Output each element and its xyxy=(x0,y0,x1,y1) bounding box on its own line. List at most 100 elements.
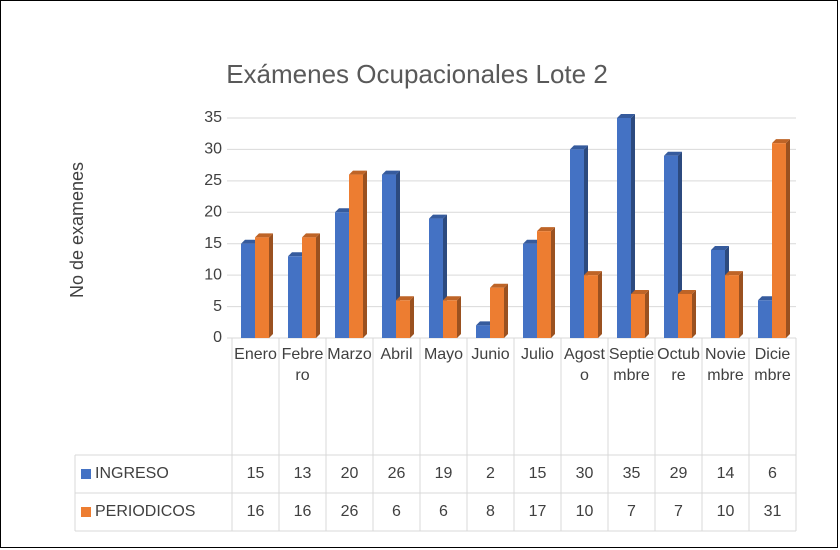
table-value: 10 xyxy=(717,503,735,520)
x-tick-label: Julio xyxy=(521,346,554,363)
y-tick-label: 25 xyxy=(204,172,222,189)
bar-top xyxy=(570,145,588,150)
bar-side xyxy=(631,114,635,338)
table-value: 6 xyxy=(392,503,401,520)
bar-top xyxy=(429,214,447,219)
table-value: 31 xyxy=(764,503,782,520)
x-tick-label: Marzo xyxy=(327,346,372,363)
bar-side xyxy=(363,170,367,338)
bar xyxy=(382,174,396,338)
bar xyxy=(241,243,255,338)
y-tick-label: 35 xyxy=(204,109,222,126)
table-value: 7 xyxy=(674,503,683,520)
bar-side xyxy=(692,290,696,338)
y-axis-label: No de examenes xyxy=(67,162,87,298)
bar-top xyxy=(631,290,649,294)
bar-top xyxy=(537,227,555,232)
x-tick-label: Diciembre xyxy=(754,346,791,384)
bar-top xyxy=(335,208,353,213)
bar-top xyxy=(302,233,320,238)
x-tick-label-box: Marzo xyxy=(327,346,372,363)
bar xyxy=(443,300,457,338)
table-value: 10 xyxy=(576,503,594,520)
table-value: 15 xyxy=(529,465,547,482)
x-tick-label-box: Octubre xyxy=(657,346,700,384)
x-tick-label-box: Junio xyxy=(471,346,510,363)
table-value: 13 xyxy=(294,465,312,482)
bar xyxy=(349,174,363,338)
bar-side xyxy=(504,283,508,338)
x-tick-label: Mayo xyxy=(423,346,464,363)
table-value: 6 xyxy=(768,465,777,482)
y-tick-label: 30 xyxy=(204,141,222,158)
bar xyxy=(678,294,692,338)
x-tick-label-box: Noviembre xyxy=(705,346,746,384)
bar-top xyxy=(664,151,682,156)
bar-top xyxy=(349,170,367,175)
y-tick-label: 10 xyxy=(204,266,222,283)
table-value: 20 xyxy=(341,465,359,482)
bar xyxy=(288,256,302,338)
bar-side xyxy=(739,271,743,338)
bar xyxy=(396,300,410,338)
bar xyxy=(664,155,678,338)
y-tick-label: 15 xyxy=(204,235,222,252)
bar-top xyxy=(288,252,306,257)
bar-top xyxy=(725,271,743,276)
bar xyxy=(255,237,269,338)
bar xyxy=(537,231,551,338)
table-value: 2 xyxy=(486,465,495,482)
x-tick-label-box: Febrero xyxy=(281,346,324,384)
y-tick-label: 5 xyxy=(213,298,222,315)
x-tick-label-box: Abril xyxy=(380,346,413,363)
bar-side xyxy=(457,296,461,338)
table-value: 16 xyxy=(247,503,265,520)
x-tick-label: Enero xyxy=(234,346,277,363)
table-value: 30 xyxy=(576,465,594,482)
y-tick-label: 0 xyxy=(213,329,222,346)
bar xyxy=(772,143,786,338)
bar-top xyxy=(617,114,635,118)
x-tick-label: Agosto xyxy=(564,346,605,384)
x-tick-label: Octubre xyxy=(657,346,700,384)
table-value: 19 xyxy=(435,465,453,482)
bar-top xyxy=(523,239,541,244)
table-value: 14 xyxy=(717,465,735,482)
bar xyxy=(302,237,316,338)
bar xyxy=(523,243,537,338)
x-tick-label-box: Diciembre xyxy=(754,346,791,384)
bar-top xyxy=(711,246,729,250)
bar-top xyxy=(758,296,776,301)
bar-side xyxy=(410,296,414,338)
x-tick-label-box: Mayo xyxy=(423,346,464,363)
chart-title: Exámenes Ocupacionales Lote 2 xyxy=(226,59,608,89)
bar-top xyxy=(241,239,259,244)
bar xyxy=(429,218,443,338)
x-tick-label-box: Agosto xyxy=(564,346,605,384)
x-tick-label-box: Septiembre xyxy=(609,346,654,384)
bar-side xyxy=(598,271,602,338)
bar-side xyxy=(551,227,555,338)
table-value: 17 xyxy=(529,503,547,520)
table-value: 7 xyxy=(627,503,636,520)
bar xyxy=(335,212,349,338)
table-value: 35 xyxy=(623,465,641,482)
legend-swatch xyxy=(81,507,91,517)
table-value: 16 xyxy=(294,503,312,520)
bar xyxy=(476,325,490,338)
legend-swatch xyxy=(81,469,91,479)
legend-label: PERIODICOS xyxy=(95,503,195,520)
legend-label: INGRESO xyxy=(95,465,169,482)
bar-top xyxy=(584,271,602,276)
x-tick-label: Abril xyxy=(380,346,413,363)
bar-top xyxy=(443,296,461,301)
bar-side xyxy=(786,139,790,338)
x-tick-label: Junio xyxy=(471,346,510,363)
bar xyxy=(758,300,772,338)
x-tick-label: Febrero xyxy=(281,346,324,384)
y-tick-label: 20 xyxy=(204,204,222,221)
bar xyxy=(711,250,725,338)
bar xyxy=(570,149,584,338)
